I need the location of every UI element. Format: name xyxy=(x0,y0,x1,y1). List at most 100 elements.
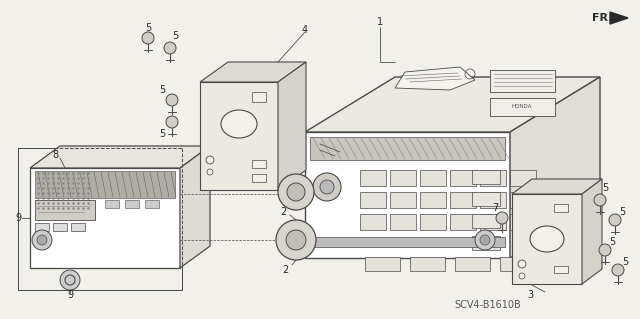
Text: SCV4-B1610B: SCV4-B1610B xyxy=(454,300,522,310)
Polygon shape xyxy=(450,170,476,186)
Polygon shape xyxy=(200,82,278,190)
Text: 8: 8 xyxy=(52,150,58,160)
Text: 5: 5 xyxy=(609,237,615,247)
Polygon shape xyxy=(125,200,139,208)
Polygon shape xyxy=(145,200,159,208)
Polygon shape xyxy=(310,237,505,247)
Polygon shape xyxy=(35,200,95,220)
Text: 3: 3 xyxy=(527,290,533,300)
Polygon shape xyxy=(30,168,180,268)
Polygon shape xyxy=(252,174,266,182)
Polygon shape xyxy=(582,179,602,284)
Text: 7: 7 xyxy=(492,203,498,213)
Polygon shape xyxy=(500,257,535,271)
Polygon shape xyxy=(360,192,386,208)
Circle shape xyxy=(37,235,47,245)
Polygon shape xyxy=(310,137,505,160)
Polygon shape xyxy=(510,214,536,230)
Text: 2: 2 xyxy=(280,207,286,217)
Polygon shape xyxy=(512,179,602,194)
Polygon shape xyxy=(472,192,500,206)
Text: 5: 5 xyxy=(619,207,625,217)
Circle shape xyxy=(207,169,213,175)
Circle shape xyxy=(480,235,490,245)
Polygon shape xyxy=(472,170,500,184)
Text: 1: 1 xyxy=(377,17,383,27)
Polygon shape xyxy=(278,62,306,190)
Polygon shape xyxy=(35,223,49,231)
Ellipse shape xyxy=(221,110,257,138)
Circle shape xyxy=(320,180,334,194)
Polygon shape xyxy=(480,170,506,186)
Circle shape xyxy=(276,220,316,260)
Polygon shape xyxy=(360,170,386,186)
Polygon shape xyxy=(455,257,490,271)
Polygon shape xyxy=(35,171,175,198)
Polygon shape xyxy=(490,98,555,116)
Text: 9: 9 xyxy=(15,213,21,223)
Polygon shape xyxy=(30,146,210,168)
Polygon shape xyxy=(554,266,568,273)
Text: HONDA: HONDA xyxy=(512,105,532,109)
Circle shape xyxy=(206,156,214,164)
Circle shape xyxy=(609,214,621,226)
Circle shape xyxy=(60,270,80,290)
Polygon shape xyxy=(390,192,416,208)
Ellipse shape xyxy=(530,226,564,252)
Polygon shape xyxy=(490,70,555,92)
Circle shape xyxy=(496,212,508,224)
Polygon shape xyxy=(554,204,568,212)
Polygon shape xyxy=(480,192,506,208)
Circle shape xyxy=(594,194,606,206)
Circle shape xyxy=(286,230,306,250)
Polygon shape xyxy=(390,214,416,230)
Polygon shape xyxy=(450,192,476,208)
Circle shape xyxy=(612,264,624,276)
Polygon shape xyxy=(472,236,500,250)
Polygon shape xyxy=(53,223,67,231)
Polygon shape xyxy=(510,170,536,186)
Circle shape xyxy=(475,230,495,250)
Polygon shape xyxy=(305,77,600,132)
Polygon shape xyxy=(420,214,446,230)
Text: 5: 5 xyxy=(622,257,628,267)
Polygon shape xyxy=(420,192,446,208)
Text: FR.: FR. xyxy=(592,13,612,23)
Circle shape xyxy=(519,273,525,279)
Text: 5: 5 xyxy=(602,183,608,193)
Text: 5: 5 xyxy=(159,129,165,139)
Circle shape xyxy=(166,94,178,106)
Text: 2: 2 xyxy=(282,265,288,275)
Polygon shape xyxy=(365,257,400,271)
Text: 4: 4 xyxy=(302,25,308,35)
Polygon shape xyxy=(510,192,536,208)
Polygon shape xyxy=(180,146,210,268)
Text: 9: 9 xyxy=(67,290,73,300)
Circle shape xyxy=(278,174,314,210)
Circle shape xyxy=(142,32,154,44)
Circle shape xyxy=(287,183,305,201)
Text: 5: 5 xyxy=(172,31,178,41)
Text: 5: 5 xyxy=(159,85,165,95)
Polygon shape xyxy=(410,257,445,271)
Polygon shape xyxy=(472,214,500,228)
Polygon shape xyxy=(480,214,506,230)
Polygon shape xyxy=(610,12,628,24)
Circle shape xyxy=(166,116,178,128)
Circle shape xyxy=(599,244,611,256)
Polygon shape xyxy=(200,62,306,82)
Polygon shape xyxy=(395,67,475,90)
Polygon shape xyxy=(252,92,266,102)
Polygon shape xyxy=(390,170,416,186)
Text: 5: 5 xyxy=(145,23,151,33)
Circle shape xyxy=(32,230,52,250)
Polygon shape xyxy=(105,200,119,208)
Circle shape xyxy=(518,260,526,268)
Polygon shape xyxy=(71,223,85,231)
Polygon shape xyxy=(252,160,266,168)
Polygon shape xyxy=(360,214,386,230)
Polygon shape xyxy=(510,77,600,258)
Polygon shape xyxy=(305,132,510,258)
Polygon shape xyxy=(420,170,446,186)
Polygon shape xyxy=(450,214,476,230)
